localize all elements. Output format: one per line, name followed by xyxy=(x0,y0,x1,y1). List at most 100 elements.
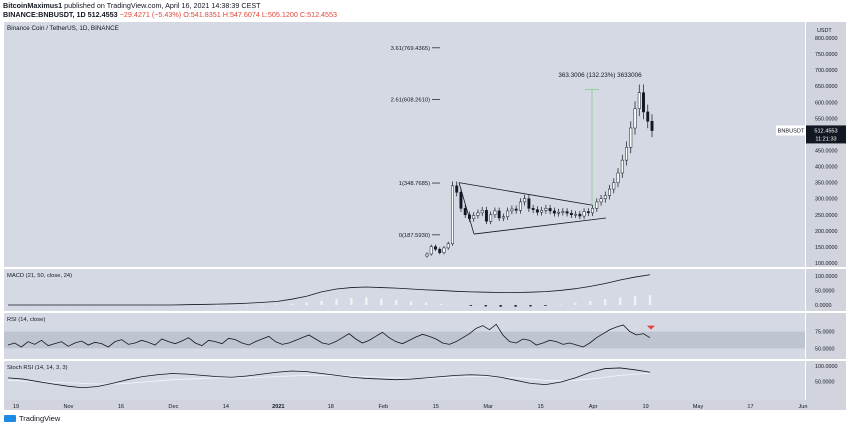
candle-body xyxy=(574,213,578,216)
macd-histogram-bar xyxy=(290,303,293,305)
author-name[interactable]: BitcoinMaximus1 xyxy=(3,1,63,10)
publish-info: published on TradingView.com, April 16, … xyxy=(64,1,261,10)
price-tick-label: 700.0000 xyxy=(815,68,837,74)
candle-body xyxy=(438,248,442,253)
price-tick-label: 600.0000 xyxy=(815,100,837,106)
rsi-tick-label: 75.0000 xyxy=(815,330,835,336)
candle-body xyxy=(595,201,599,209)
candle-body xyxy=(637,92,641,109)
price-pane-axis xyxy=(806,22,846,267)
macd-histogram-bar xyxy=(200,305,204,306)
macd-histogram-bar xyxy=(365,297,368,305)
candle-body xyxy=(497,210,501,219)
symbol-header: BINANCE:BNBUSDT, 1D 512.4553 −29.4271 (−… xyxy=(3,10,337,19)
macd-line xyxy=(8,274,651,306)
triangle-lower-line xyxy=(473,217,607,235)
candle-body xyxy=(616,172,620,183)
stoch-label: Stoch RSI (14, 14, 3, 3) xyxy=(7,365,68,371)
macd-pane-axis xyxy=(806,269,846,311)
macd-histogram-bar xyxy=(648,295,652,305)
bar-countdown: 11:21:33 xyxy=(815,136,836,142)
time-tick-label: 16 xyxy=(118,404,124,410)
candle-body xyxy=(472,215,476,219)
candle-body xyxy=(476,212,480,216)
last-price-name: BNBUSDT xyxy=(778,128,805,134)
price-pane xyxy=(4,22,805,267)
macd-tick-label: 100.0000 xyxy=(815,274,837,280)
time-tick-label: 17 xyxy=(747,404,753,410)
measure-label: 363.3006 (132.23%) 3633006 xyxy=(558,72,642,79)
stoch-d-line xyxy=(7,373,651,385)
stoch-tick-label: 50.0000 xyxy=(815,380,835,386)
chart-title: Binance Coin / TetherUS, 1D, BINANCE xyxy=(7,25,119,32)
stoch-pane xyxy=(4,361,805,400)
price-tick-label: 650.0000 xyxy=(815,84,837,90)
macd-histogram-bar xyxy=(335,299,338,305)
candle-body xyxy=(446,243,450,249)
candle-body xyxy=(650,121,654,131)
price-tick-label: 300.0000 xyxy=(815,197,837,203)
macd-histogram-bar xyxy=(604,299,607,305)
candle-body xyxy=(569,212,573,216)
last-price-name-bg xyxy=(776,125,806,136)
rsi-band xyxy=(4,331,805,349)
time-tick-label: Feb xyxy=(378,404,388,410)
candle-body xyxy=(506,210,510,217)
time-tick-label: 19 xyxy=(13,404,19,410)
candle-body xyxy=(591,208,595,214)
price-tick-label: 750.0000 xyxy=(815,52,837,58)
fib-level-label: 3.61(769.4365) xyxy=(391,46,430,52)
rsi-tick-label: 50.0000 xyxy=(815,346,835,352)
candle-body xyxy=(557,211,561,214)
candle-body xyxy=(620,159,624,174)
tradingview-footer[interactable]: TradingView xyxy=(4,414,60,423)
candle-body xyxy=(612,182,616,190)
macd-histogram-bar xyxy=(185,305,189,306)
candle-body xyxy=(625,147,628,161)
macd-histogram-bar xyxy=(618,297,622,305)
candle-body xyxy=(629,127,633,148)
price-unit-label: USDT xyxy=(817,28,832,34)
candle-body xyxy=(455,185,459,193)
candle-body xyxy=(608,188,611,196)
price-tick-label: 450.0000 xyxy=(815,149,837,155)
chart-canvas[interactable]: 800.0000 750.0000 700.0000 650.0000 600.0000… xyxy=(0,20,850,412)
stoch-pane-axis xyxy=(806,361,846,400)
macd-histogram-bar xyxy=(305,302,308,305)
macd-histogram-bar xyxy=(544,305,547,306)
candle-body xyxy=(540,210,544,213)
time-tick-label: 15 xyxy=(433,404,439,410)
price-tick-label: 800.0000 xyxy=(815,36,837,42)
fib-level-label: 0(187.5930) xyxy=(399,233,430,239)
macd-histogram-bar xyxy=(574,302,577,305)
candle-body xyxy=(442,247,446,253)
candle-body xyxy=(429,246,433,255)
rsi-line xyxy=(7,323,651,348)
candle-body xyxy=(578,213,582,217)
macd-histogram-bar xyxy=(424,302,428,305)
macd-histogram-bar xyxy=(633,296,637,305)
candle-body xyxy=(463,208,467,216)
triangle-upper-line xyxy=(458,182,593,206)
macd-histogram-bar xyxy=(499,305,502,307)
last-price-badge xyxy=(806,125,846,144)
candle-body xyxy=(425,253,429,257)
triangle-left-edge xyxy=(458,182,475,235)
time-tick-label: Dec xyxy=(168,404,178,410)
candle-body xyxy=(484,210,488,222)
symbol-line: BINANCE:BNBUSDT, 1D 512.4553 xyxy=(3,10,118,19)
candle-body xyxy=(552,210,556,214)
candle-body xyxy=(531,208,535,210)
divergence-arrow-icon xyxy=(647,325,655,330)
candle-body xyxy=(642,92,645,113)
macd-histogram-bar xyxy=(245,305,249,306)
candle-body xyxy=(489,214,493,222)
time-tick-label: 2021 xyxy=(272,404,284,410)
candle-body xyxy=(582,211,586,217)
time-tick-label: 18 xyxy=(328,404,334,410)
candle-body xyxy=(523,198,527,203)
macd-histogram-bar xyxy=(380,298,383,305)
price-tick-label: 400.0000 xyxy=(815,165,837,171)
time-tick-label: Jun xyxy=(798,404,807,410)
time-tick-label: Nov xyxy=(63,404,73,410)
